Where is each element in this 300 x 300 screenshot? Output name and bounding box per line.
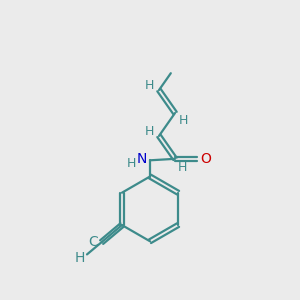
Text: C: C — [88, 235, 98, 249]
Text: H: H — [145, 79, 154, 92]
Text: O: O — [200, 152, 211, 166]
Text: H: H — [127, 157, 136, 170]
Text: H: H — [74, 251, 85, 265]
Text: H: H — [178, 114, 188, 127]
Text: H: H — [145, 125, 154, 138]
Text: N: N — [136, 152, 147, 166]
Text: H: H — [178, 160, 187, 174]
